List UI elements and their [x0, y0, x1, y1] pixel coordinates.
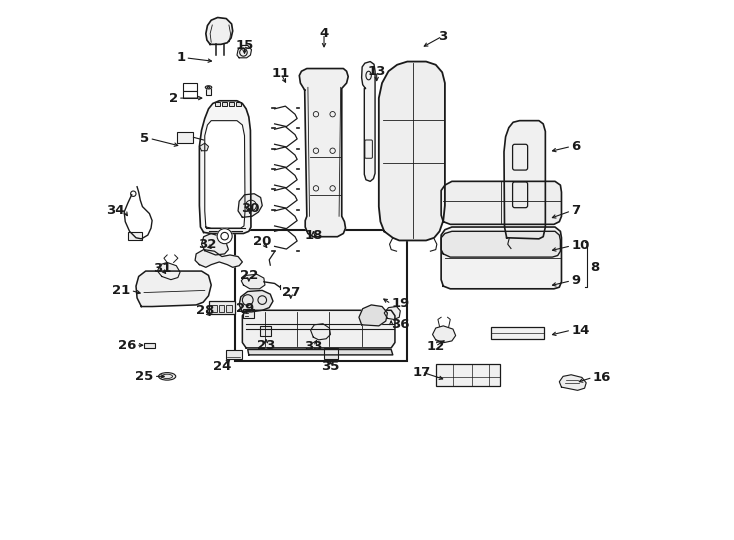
Polygon shape [248, 349, 393, 355]
Polygon shape [362, 62, 375, 181]
Bar [128, 232, 142, 240]
Ellipse shape [159, 373, 175, 380]
Bar [206, 89, 211, 96]
Bar [215, 103, 219, 106]
Text: 32: 32 [197, 238, 216, 251]
Polygon shape [195, 249, 242, 267]
Polygon shape [559, 375, 586, 390]
Polygon shape [504, 120, 545, 239]
Bar [184, 83, 197, 91]
Bar [244, 309, 254, 319]
Polygon shape [239, 291, 273, 312]
Text: 29: 29 [236, 302, 254, 315]
Text: 6: 6 [571, 140, 581, 153]
Text: 24: 24 [213, 360, 231, 373]
Circle shape [217, 228, 232, 244]
Text: 18: 18 [304, 228, 322, 241]
Polygon shape [206, 17, 233, 44]
Polygon shape [441, 181, 562, 224]
Polygon shape [205, 120, 245, 228]
Bar [436, 364, 501, 386]
Bar [219, 306, 224, 312]
Bar [222, 103, 227, 106]
Bar [236, 230, 407, 361]
Bar [184, 91, 197, 98]
Bar [260, 326, 272, 335]
Polygon shape [359, 305, 388, 326]
Polygon shape [310, 323, 330, 340]
Bar [324, 348, 338, 359]
Polygon shape [237, 45, 252, 58]
Text: 5: 5 [140, 132, 150, 145]
Bar [226, 306, 232, 312]
Text: 26: 26 [117, 339, 136, 352]
Polygon shape [299, 69, 348, 237]
Polygon shape [379, 62, 445, 240]
Text: 23: 23 [257, 339, 275, 352]
Bar [229, 103, 233, 106]
Polygon shape [432, 326, 456, 342]
Polygon shape [238, 194, 262, 218]
Polygon shape [202, 233, 228, 255]
Text: 20: 20 [253, 235, 272, 248]
Bar [226, 350, 242, 359]
Polygon shape [200, 101, 251, 233]
Bar [236, 103, 241, 106]
Bar [208, 301, 236, 314]
Text: 1: 1 [176, 51, 186, 64]
Text: 33: 33 [304, 340, 322, 353]
Ellipse shape [206, 86, 211, 89]
Text: 15: 15 [236, 39, 254, 52]
Text: 11: 11 [272, 68, 290, 80]
Text: 3: 3 [437, 30, 447, 43]
Text: 14: 14 [571, 323, 589, 336]
Text: 36: 36 [391, 318, 410, 332]
Text: 9: 9 [571, 274, 581, 287]
Polygon shape [384, 307, 400, 320]
Text: 8: 8 [590, 261, 599, 274]
Text: 10: 10 [571, 239, 589, 252]
Text: 17: 17 [413, 366, 431, 379]
Bar [490, 327, 545, 339]
Polygon shape [136, 271, 211, 307]
Text: 16: 16 [592, 371, 611, 384]
Text: 21: 21 [112, 284, 131, 297]
Text: 12: 12 [426, 340, 444, 353]
Text: 30: 30 [241, 202, 259, 215]
Polygon shape [441, 227, 562, 289]
Text: 31: 31 [153, 262, 171, 275]
Text: 25: 25 [136, 370, 153, 383]
Polygon shape [241, 274, 265, 289]
Polygon shape [200, 143, 208, 151]
Text: 19: 19 [391, 298, 410, 310]
Text: 28: 28 [195, 304, 214, 317]
Bar [178, 132, 194, 143]
Polygon shape [158, 262, 180, 280]
Text: 2: 2 [169, 92, 178, 105]
Text: 7: 7 [571, 205, 581, 218]
Text: 35: 35 [321, 360, 340, 373]
Text: 4: 4 [319, 27, 329, 40]
Text: 34: 34 [106, 205, 124, 218]
Circle shape [221, 232, 228, 240]
Polygon shape [242, 310, 395, 348]
Text: 13: 13 [368, 65, 386, 78]
Text: 27: 27 [282, 286, 300, 299]
Bar [211, 306, 217, 312]
Polygon shape [441, 231, 560, 257]
Text: 22: 22 [240, 269, 258, 282]
Bar [144, 342, 155, 348]
